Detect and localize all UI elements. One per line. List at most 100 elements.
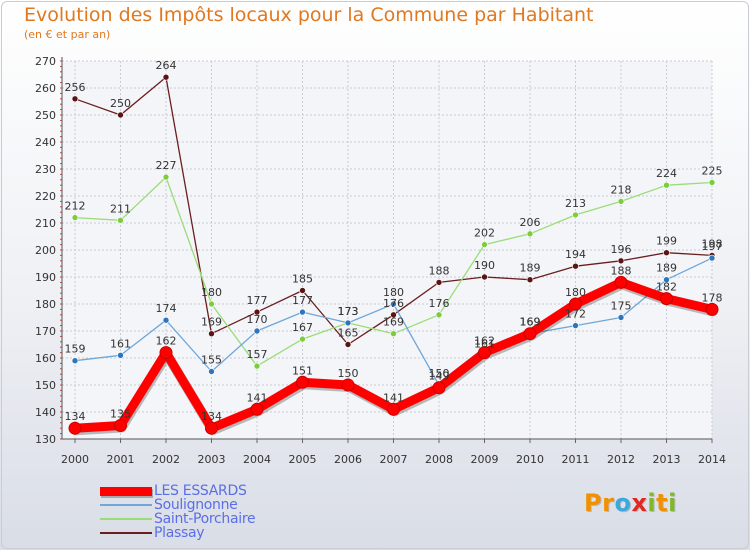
data-label-saint-porchaire: 169 xyxy=(383,316,404,329)
data-point-soulignonne xyxy=(208,368,215,375)
y-tick-label: 270 xyxy=(35,55,56,68)
data-label-soulignonne: 173 xyxy=(338,305,359,318)
data-label-soulignonne: 197 xyxy=(702,240,723,253)
data-label-plassay: 169 xyxy=(201,316,222,329)
data-label-saint-porchaire: 212 xyxy=(65,200,86,213)
data-point-saint-porchaire xyxy=(208,300,215,308)
data-point-soulignonne xyxy=(71,357,79,365)
chart-title: Evolution des Impôts locaux pour la Comm… xyxy=(24,4,594,26)
data-label-plassay: 194 xyxy=(565,248,586,261)
data-point-les-essards xyxy=(432,381,446,395)
proxiti-logo: Proxiti xyxy=(584,489,677,517)
data-point-saint-porchaire xyxy=(526,230,534,238)
data-label-les-essards: 162 xyxy=(474,335,495,348)
data-point-plassay xyxy=(71,95,79,103)
data-label-saint-porchaire: 157 xyxy=(247,348,268,361)
data-point-plassay xyxy=(299,287,306,294)
x-tick-label: 2010 xyxy=(516,453,544,466)
data-point-plassay xyxy=(526,276,534,284)
logo-letter: i xyxy=(647,489,657,517)
data-point-soulignonne xyxy=(162,316,170,324)
data-label-soulignonne: 180 xyxy=(383,286,404,299)
data-label-soulignonne: 150 xyxy=(429,367,450,380)
data-label-soulignonne: 161 xyxy=(110,337,131,350)
x-tick-label: 2002 xyxy=(152,453,180,466)
legend-swatch-plassay xyxy=(100,532,152,534)
y-tick-label: 200 xyxy=(35,244,56,257)
data-point-plassay xyxy=(344,341,352,348)
data-point-soulignonne xyxy=(572,322,579,329)
data-label-les-essards: 169 xyxy=(520,316,541,329)
data-point-les-essards xyxy=(705,302,719,316)
data-label-plassay: 256 xyxy=(65,81,86,94)
data-point-saint-porchaire xyxy=(162,173,170,181)
data-point-saint-porchaire xyxy=(572,211,579,219)
x-tick-label: 2013 xyxy=(653,453,681,466)
data-label-saint-porchaire: 180 xyxy=(201,286,222,299)
data-point-plassay xyxy=(481,273,488,281)
data-point-les-essards xyxy=(114,419,127,432)
data-point-soulignonne xyxy=(708,254,716,262)
logo-letter: P xyxy=(584,489,603,517)
data-point-plassay xyxy=(572,262,579,270)
chart-subtitle: (en € et par an) xyxy=(24,28,111,41)
x-tick-label: 2012 xyxy=(607,453,635,466)
x-tick-label: 2006 xyxy=(334,453,362,466)
data-label-soulignonne: 177 xyxy=(292,294,313,307)
x-tick-label: 2003 xyxy=(198,453,226,466)
y-tick-label: 220 xyxy=(35,190,56,203)
data-label-saint-porchaire: 202 xyxy=(474,227,495,240)
logo-letter: t xyxy=(656,489,669,517)
y-tick-label: 130 xyxy=(35,433,56,446)
data-label-plassay: 190 xyxy=(474,259,495,272)
legend-item-les-essards: LES ESSARDS xyxy=(100,483,255,499)
legend-swatch-soulignonne xyxy=(100,504,152,506)
data-point-les-essards xyxy=(205,421,218,435)
legend-swatch-les-essards xyxy=(100,486,152,496)
data-label-les-essards: 150 xyxy=(338,367,359,380)
data-point-plassay xyxy=(435,279,443,286)
data-point-saint-porchaire xyxy=(390,330,397,338)
data-point-les-essards xyxy=(569,297,582,311)
data-label-soulignonne: 170 xyxy=(247,313,268,326)
data-point-soulignonne xyxy=(344,319,352,327)
data-label-saint-porchaire: 213 xyxy=(565,197,586,210)
data-point-soulignonne xyxy=(663,276,670,284)
y-tick-label: 180 xyxy=(35,298,56,311)
data-point-soulignonne xyxy=(253,327,261,335)
data-point-plassay xyxy=(208,330,215,338)
data-point-soulignonne xyxy=(617,314,625,321)
y-tick-label: 230 xyxy=(35,163,56,176)
y-tick-label: 250 xyxy=(35,109,56,122)
y-tick-label: 140 xyxy=(35,406,56,419)
data-label-les-essards: 162 xyxy=(156,335,177,348)
data-label-saint-porchaire: 173 xyxy=(338,305,359,318)
data-label-plassay: 176 xyxy=(383,297,404,310)
y-tick-label: 150 xyxy=(35,379,56,392)
data-point-plassay xyxy=(617,257,625,265)
data-label-saint-porchaire: 225 xyxy=(702,165,723,178)
data-label-plassay: 185 xyxy=(292,273,313,286)
y-tick-label: 190 xyxy=(35,271,56,284)
y-tick-label: 260 xyxy=(35,82,56,95)
y-tick-label: 160 xyxy=(35,352,56,365)
legend-item-saint-porchaire: Saint-Porchaire xyxy=(100,511,256,527)
x-tick-label: 2004 xyxy=(243,453,271,466)
legend-label-soulignonne: Soulignonne xyxy=(154,497,238,513)
data-label-saint-porchaire: 227 xyxy=(156,159,177,172)
x-tick-label: 2007 xyxy=(380,453,408,466)
logo-letter: x xyxy=(631,489,648,517)
data-label-soulignonne: 155 xyxy=(201,354,222,367)
data-label-soulignonne: 172 xyxy=(565,308,586,321)
y-tick-label: 240 xyxy=(35,136,56,149)
data-point-les-essards xyxy=(660,292,673,306)
data-point-plassay xyxy=(162,73,170,81)
legend-label-plassay: Plassay xyxy=(154,525,205,541)
data-label-les-essards: 182 xyxy=(656,281,677,294)
x-tick-label: 2005 xyxy=(289,453,317,466)
data-label-saint-porchaire: 206 xyxy=(520,216,541,229)
data-point-les-essards xyxy=(250,402,264,416)
data-label-les-essards: 134 xyxy=(65,410,86,423)
data-label-les-essards: 188 xyxy=(611,264,632,277)
logo-letter: i xyxy=(668,489,677,517)
